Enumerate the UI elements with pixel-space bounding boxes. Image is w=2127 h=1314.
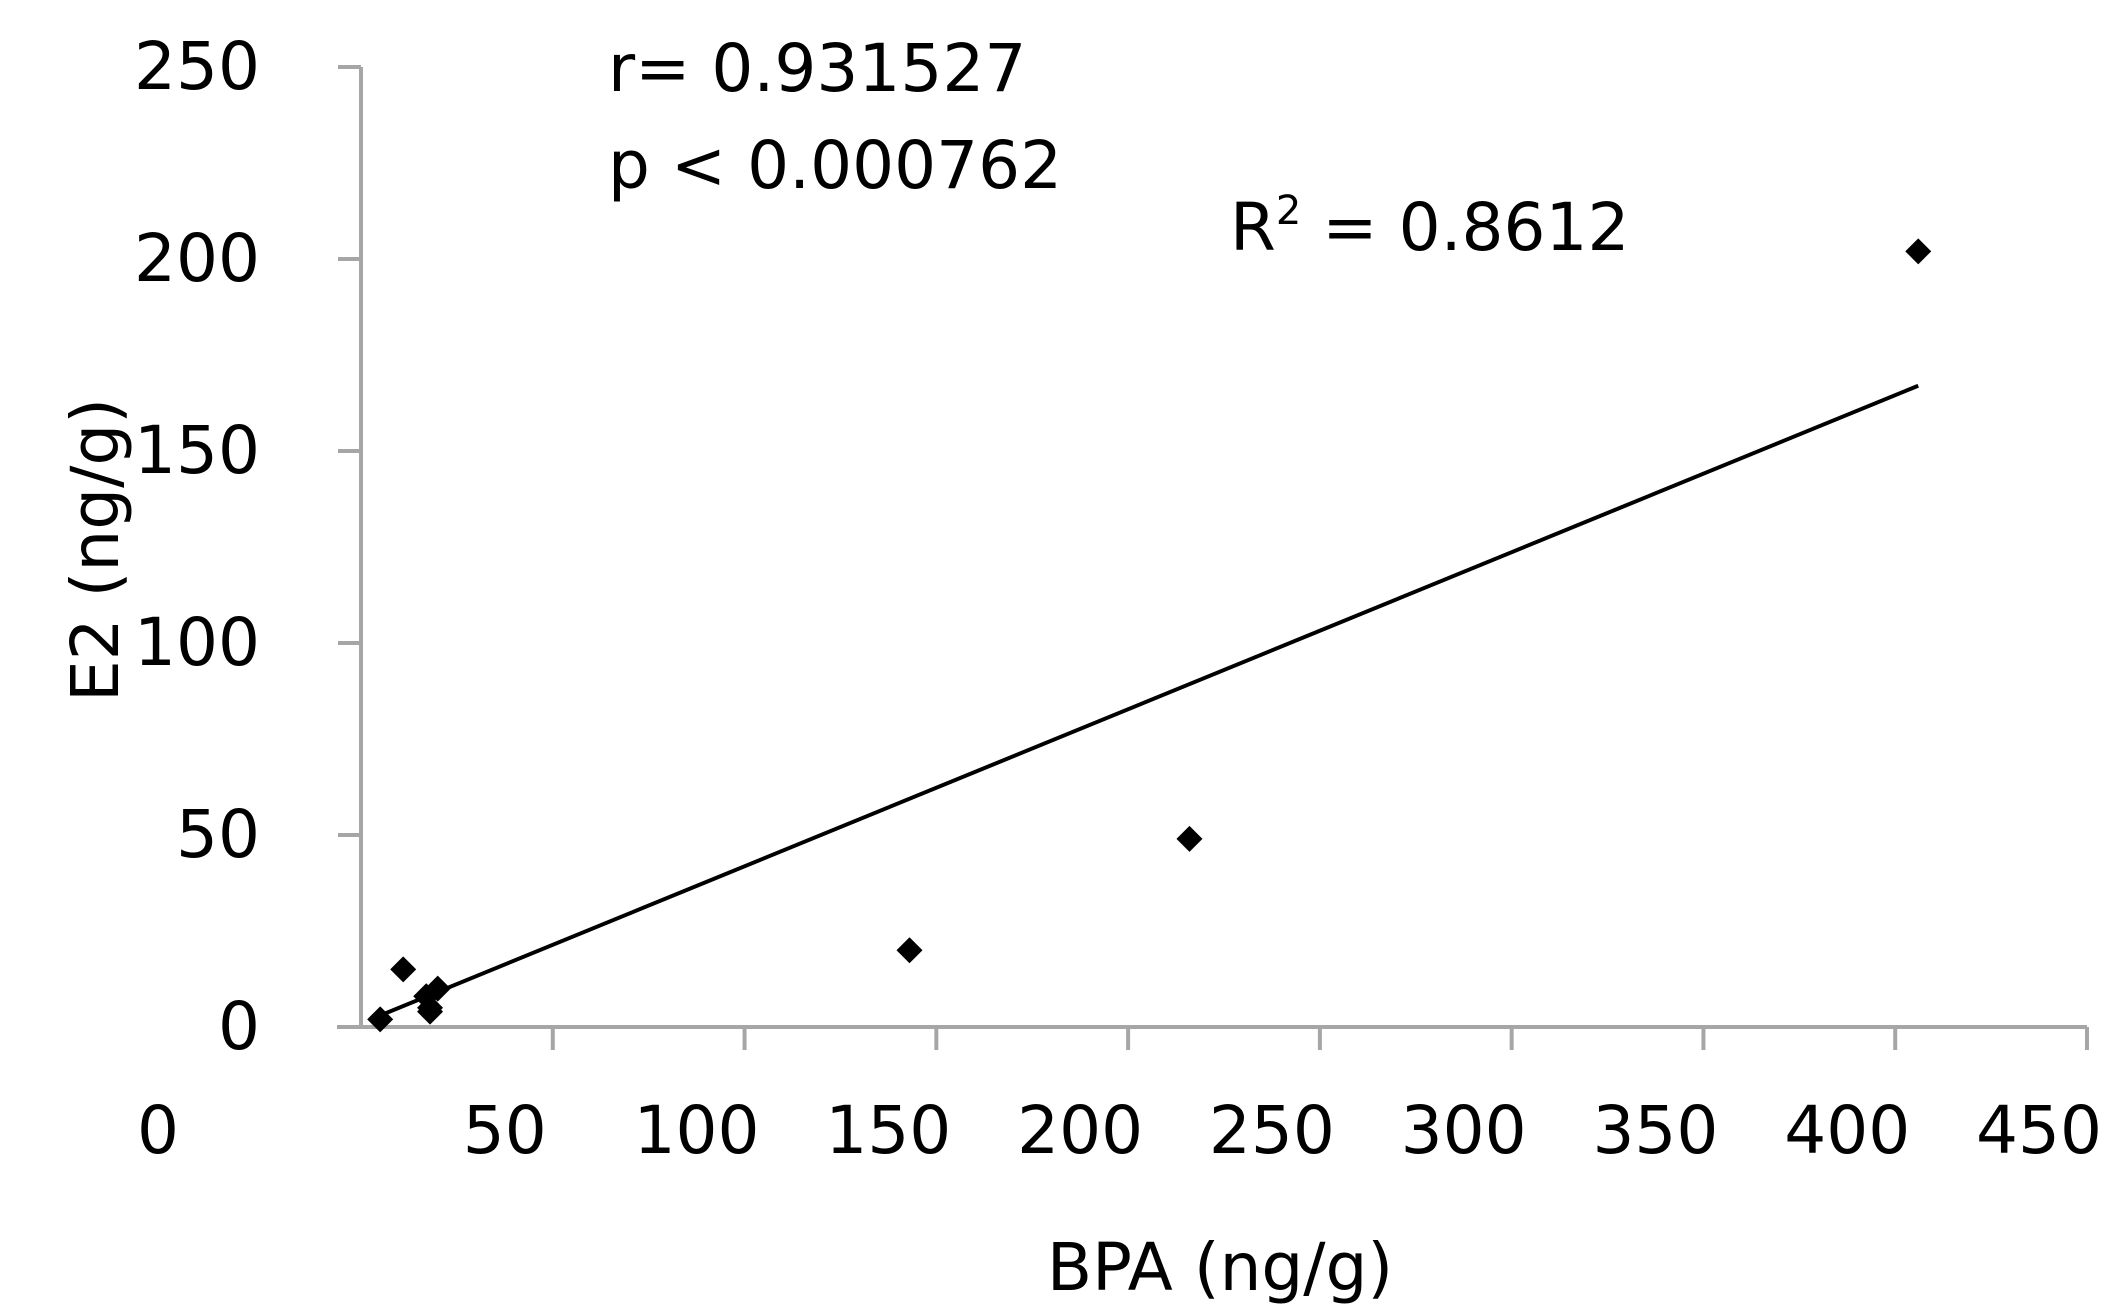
data-point — [896, 937, 923, 964]
x-tick-label: 300 — [1401, 1092, 1527, 1169]
y-axis-ticks — [338, 65, 361, 1029]
x-tick-label: 100 — [634, 1092, 760, 1169]
x-tick-label: 350 — [1592, 1092, 1718, 1169]
y-axis-tick-labels: 0 50 100 150 200 250 — [134, 28, 260, 1065]
data-point — [424, 975, 451, 1002]
x-tick-label: 450 — [1976, 1092, 2102, 1169]
x-tick-label: 200 — [1017, 1092, 1143, 1169]
data-point — [1176, 825, 1203, 852]
r-squared-prefix: R — [1230, 189, 1276, 266]
r-squared-superscript: 2 — [1276, 188, 1301, 234]
x-tick-label: 400 — [1784, 1092, 1910, 1169]
y-tick-label: 150 — [134, 412, 260, 489]
x-tick-label: 150 — [825, 1092, 951, 1169]
r-squared-value: = 0.8612 — [1301, 189, 1629, 266]
y-tick-label: 200 — [134, 220, 260, 297]
y-tick-label: 100 — [134, 604, 260, 681]
data-point — [390, 956, 417, 983]
data-points — [367, 238, 1932, 1033]
x-axis-ticks — [550, 1027, 2089, 1050]
x-tick-label: 250 — [1209, 1092, 1335, 1169]
r-squared-annotation: R2 = 0.8612 — [1230, 188, 1630, 266]
y-tick-label: 250 — [134, 28, 260, 105]
x-tick-label: 0 — [137, 1092, 179, 1169]
data-point — [367, 1006, 394, 1033]
y-axis-title: E2 (ng/g) — [57, 398, 134, 702]
x-axis-title: BPA (ng/g) — [1047, 1229, 1393, 1306]
trendline — [379, 383, 1919, 1018]
y-tick-label: 50 — [176, 796, 260, 873]
y-tick-label: 0 — [218, 988, 260, 1065]
p-annotation: p < 0.000762 — [608, 127, 1062, 204]
x-tick-label: 50 — [463, 1092, 547, 1169]
data-point — [1905, 238, 1932, 265]
x-axis-tick-labels: 0 50 100 150 200 250 300 350 400 450 — [137, 1092, 2102, 1169]
data-point — [417, 998, 444, 1025]
r-annotation: r= 0.931527 — [608, 30, 1026, 107]
